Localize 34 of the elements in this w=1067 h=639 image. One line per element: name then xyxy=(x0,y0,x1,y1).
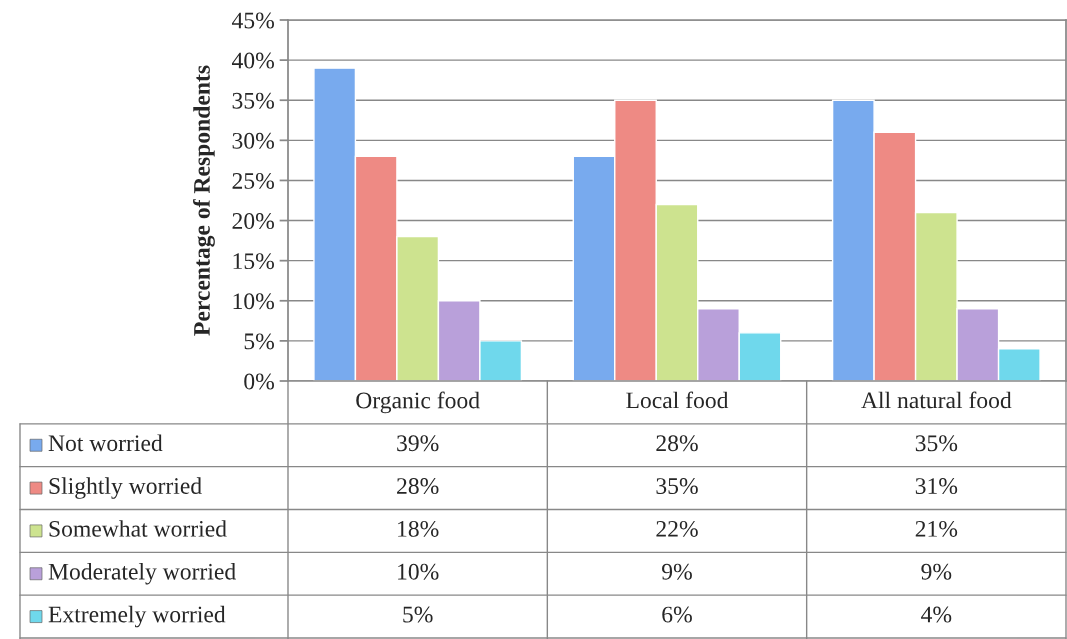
data-label: 35% xyxy=(915,435,958,452)
y-tick-label: 25% xyxy=(232,172,274,189)
legend-label: Moderately worried xyxy=(48,563,236,585)
data-label: 5% xyxy=(403,606,433,623)
legend-label: Slightly worried xyxy=(49,477,202,499)
y-tick-label: 20% xyxy=(232,213,274,230)
y-tick-label: 5% xyxy=(244,333,274,350)
data-label: 35% xyxy=(656,478,698,495)
legend-label: Extremely worried xyxy=(48,605,226,628)
x-tick-label: Local food xyxy=(626,391,729,409)
data-label: 22% xyxy=(656,520,698,537)
data-label: 4% xyxy=(921,606,952,623)
data-label: 21% xyxy=(915,520,958,537)
y-tick-label: 10% xyxy=(233,293,274,310)
data-label: 28% xyxy=(397,478,439,495)
data-label: 10% xyxy=(398,563,439,580)
data-label: 28% xyxy=(656,435,698,452)
y-tick-label: 15% xyxy=(233,253,274,270)
y-tick-label: 45% xyxy=(231,12,274,29)
data-label: 18% xyxy=(398,520,439,537)
x-tick-label: All natural food xyxy=(861,391,1012,409)
data-label: 9% xyxy=(662,563,692,580)
data-label: 9% xyxy=(921,563,952,580)
x-tick-label: Organic food xyxy=(356,391,480,414)
y-tick-label: 30% xyxy=(232,132,274,149)
y-axis-title: Percentage of Respondents xyxy=(193,65,215,336)
y-tick-label: 0% xyxy=(244,373,274,390)
data-label: 6% xyxy=(662,606,692,623)
y-tick-label: 35% xyxy=(232,92,274,109)
data-label: 39% xyxy=(397,435,439,452)
legend-label: Somewhat worried xyxy=(49,520,227,537)
y-tick-label: 40% xyxy=(231,52,274,69)
legend-label: Not worried xyxy=(48,434,163,452)
data-label: 31% xyxy=(915,478,958,495)
